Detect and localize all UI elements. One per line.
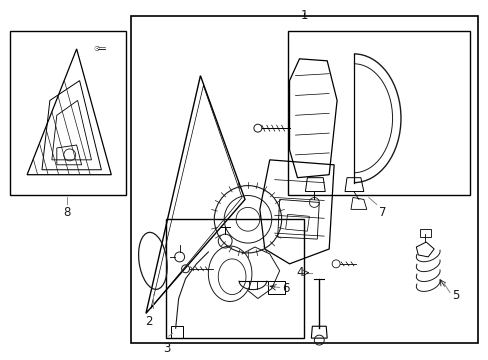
Bar: [165, 219, 304, 338]
Text: 8: 8: [63, 206, 70, 219]
Bar: [10, 31, 126, 194]
Text: 2: 2: [145, 315, 152, 328]
Text: 6: 6: [281, 282, 288, 295]
Bar: [287, 31, 469, 194]
Text: 7: 7: [378, 206, 386, 219]
Text: 4: 4: [295, 266, 303, 279]
Text: 3: 3: [163, 342, 170, 355]
Text: 1: 1: [300, 9, 307, 22]
Bar: [131, 16, 477, 343]
Text: ☉: ☉: [93, 46, 100, 52]
Text: 5: 5: [451, 289, 458, 302]
